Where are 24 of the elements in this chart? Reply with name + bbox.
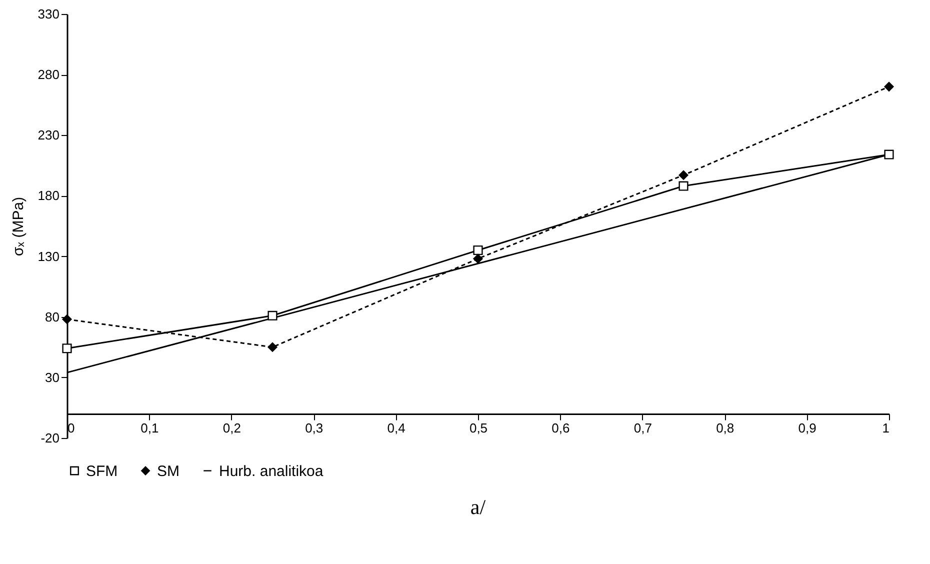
- y-tick-label: 180: [38, 188, 60, 204]
- y-tick-label: 330: [38, 6, 60, 22]
- text: a/: [470, 495, 486, 519]
- x-tick-label: 0,2: [222, 420, 241, 436]
- x-tick-label: 0,5: [469, 420, 488, 436]
- x-tick-label: 0: [68, 420, 75, 436]
- legend-label: SM: [157, 462, 180, 480]
- y-tick-label: 280: [38, 67, 60, 82]
- x-tick-label: 0,4: [387, 420, 406, 436]
- x-tick-label: 0,3: [305, 420, 324, 436]
- y-axis-title: σₓ (MPa): [10, 196, 27, 256]
- y-tick-label: 130: [38, 248, 60, 264]
- y-tick-label: 30: [45, 370, 60, 385]
- x-tick-label: 0,8: [716, 420, 734, 436]
- x-tick-label: 1: [882, 420, 890, 436]
- legend-label: SFM: [86, 462, 118, 480]
- y-tick-label: 230: [38, 128, 60, 143]
- x-tick-label: 0,7: [634, 420, 652, 436]
- x-tick-label: 0,9: [798, 420, 816, 436]
- x-tick-label: 0,6: [552, 420, 570, 436]
- y-tick-label: 80: [45, 309, 60, 324]
- legend-label: Hurb. analitikoa: [219, 462, 324, 480]
- x-tick-label: 0,1: [140, 420, 159, 436]
- y-tick-label: -20: [40, 430, 60, 446]
